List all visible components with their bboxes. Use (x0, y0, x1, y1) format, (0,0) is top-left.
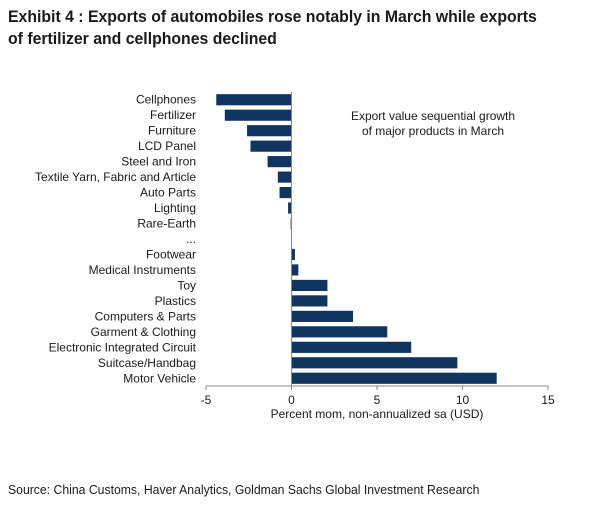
category-label: Textile Yarn, Fabric and Article (35, 170, 196, 184)
x-axis-label: Percent mom, non-annualized sa (USD) (271, 407, 484, 421)
category-label: Medical Instruments (89, 263, 196, 277)
source-note: Source: China Customs, Haver Analytics, … (8, 482, 480, 497)
bar-toy (291, 279, 328, 291)
x-axis-ticks: -5 0 5 10 15 (201, 386, 555, 407)
category-label: Rare-Earth (137, 217, 196, 231)
bar-cellphones (216, 94, 292, 106)
bar-suitcase-handbag (291, 357, 458, 369)
bar-auto-parts (279, 187, 292, 199)
category-label: Toy (177, 278, 196, 292)
bar-textile-yarn-fabric-and-article (277, 171, 292, 183)
x-tick-label: 5 (374, 393, 381, 407)
category-label: Steel and Iron (121, 155, 196, 169)
x-tick-label: 15 (541, 393, 555, 407)
bar-plastics (291, 295, 328, 307)
annotation-line-1: Export value sequential growth (351, 109, 515, 123)
bar-steel-and-iron (267, 156, 292, 168)
category-label: Plastics (155, 294, 196, 308)
category-label: Footwear (146, 247, 196, 261)
bar-footwear (291, 248, 295, 261)
category-label: Motor Vehicle (123, 371, 196, 385)
bar-lcd-panel (250, 140, 292, 152)
bar-lighting (288, 202, 292, 214)
category-label: Computers & Parts (95, 309, 196, 323)
bar-garment-clothing (291, 326, 388, 338)
category-label: Electronic Integrated Circuit (49, 340, 197, 354)
category-label: Garment & Clothing (91, 325, 196, 339)
category-label: Furniture (148, 124, 196, 138)
x-tick-label: 10 (456, 393, 470, 407)
bar-furniture (247, 125, 292, 137)
bar-medical-instruments (291, 264, 299, 276)
category-label: Suitcase/Handbag (98, 356, 196, 370)
bar-computers-parts (291, 310, 354, 322)
bars-group (216, 94, 497, 384)
bar-fertilizer (224, 109, 292, 121)
category-label: Lighting (154, 201, 196, 215)
x-tick-label: -5 (201, 393, 212, 407)
category-label: ... (186, 232, 196, 246)
category-label: LCD Panel (138, 139, 196, 153)
bar-electronic-integrated-circuit (291, 341, 412, 353)
category-label: Auto Parts (140, 186, 196, 200)
category-label: Cellphones (136, 93, 196, 107)
bar-motor-vehicle (291, 372, 497, 384)
category-label: Fertilizer (150, 108, 196, 122)
annotation-line-2: of major products in March (362, 124, 504, 138)
x-tick-label: 0 (288, 393, 295, 407)
chart-title: Exhibit 4 : Exports of automobiles rose … (8, 7, 537, 48)
